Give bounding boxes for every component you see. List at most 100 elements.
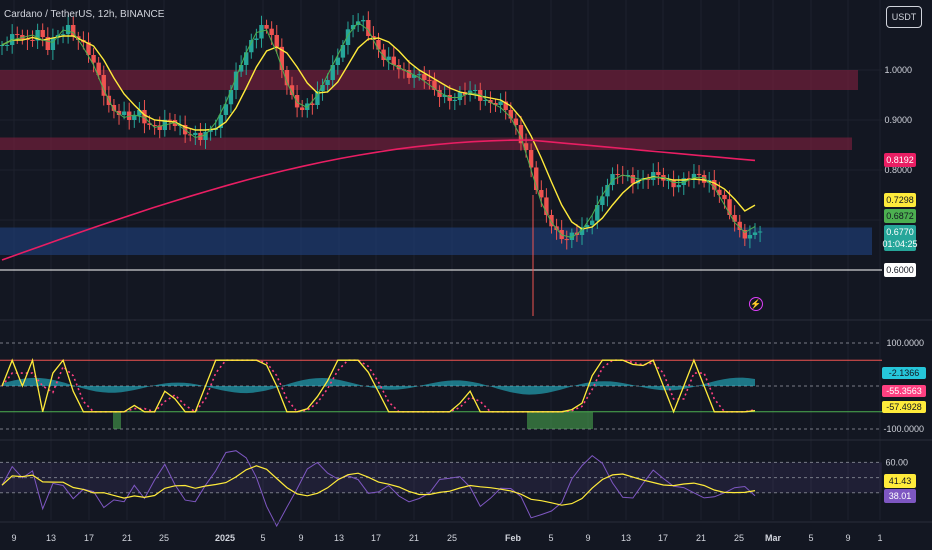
candle-body	[406, 70, 412, 78]
x-tick-label: Feb	[505, 533, 522, 543]
candle-body	[238, 65, 244, 72]
candle-body	[717, 189, 722, 195]
y-tick-label: 0.8000	[884, 165, 912, 175]
countdown-text: 01:04:25	[882, 239, 917, 249]
candle	[294, 85, 300, 118]
candle-body	[437, 90, 442, 97]
candle	[498, 93, 503, 113]
x-tick-label: 5	[260, 533, 265, 543]
x-tick-label: 9	[845, 533, 850, 543]
candle-body	[142, 110, 147, 124]
zone-resistance-lower	[0, 137, 852, 150]
currency-button[interactable]: USDT	[886, 6, 922, 28]
candle-body	[121, 111, 127, 115]
candle	[284, 65, 290, 95]
x-tick-label: 25	[159, 533, 169, 543]
rsi-value-tag-text: 38.01	[889, 491, 912, 501]
candle-body	[696, 173, 702, 175]
candle	[452, 93, 458, 111]
candle-body	[742, 230, 748, 239]
sma-long-line	[1, 139, 756, 261]
sma-long-price-tag: 0.8192	[884, 153, 916, 167]
x-tick-label: 13	[46, 533, 56, 543]
candle-body	[427, 80, 432, 81]
candle	[691, 164, 697, 189]
candle	[518, 115, 524, 151]
osc-main-tag-text: -57.4928	[886, 402, 922, 412]
x-tick-label: 9	[585, 533, 590, 543]
osc-signal-tag-bg	[882, 385, 926, 397]
candle-body	[167, 119, 173, 121]
candle	[584, 217, 590, 233]
candle-body	[488, 100, 493, 103]
candle	[50, 28, 56, 60]
candle-body	[630, 175, 636, 184]
candle-body	[656, 172, 661, 175]
candle	[391, 47, 396, 71]
candle-body	[60, 34, 66, 36]
oscillator-main-line	[1, 357, 756, 414]
candle	[137, 101, 142, 123]
candle-body	[584, 225, 590, 228]
candle	[732, 205, 737, 232]
x-tick-label: Mar	[765, 533, 782, 543]
candle-body	[223, 104, 229, 115]
candle-body	[432, 80, 437, 90]
rsi-ma-tag-bg	[884, 474, 916, 488]
candle	[15, 26, 20, 45]
candle-body	[457, 92, 463, 100]
candle-body	[671, 180, 676, 188]
candle-body	[508, 110, 513, 119]
candle-body	[315, 91, 320, 105]
candle	[330, 55, 335, 88]
candle-body	[376, 40, 381, 50]
candle-body	[152, 125, 157, 126]
candle	[101, 65, 106, 106]
candle-body	[472, 90, 478, 91]
candle-body	[513, 118, 519, 125]
candle	[757, 225, 763, 243]
candle	[310, 94, 315, 115]
candle	[335, 48, 340, 75]
candle	[366, 11, 371, 41]
candle	[701, 170, 707, 188]
candle-body	[422, 74, 427, 80]
oversold-block	[113, 411, 121, 429]
candle-body	[503, 101, 508, 110]
candle	[437, 85, 442, 107]
candle-body	[605, 185, 610, 197]
candle	[376, 32, 381, 58]
candle-body	[579, 227, 585, 235]
candle-body	[233, 71, 239, 90]
candle	[696, 165, 702, 185]
candle	[264, 19, 269, 34]
candle-body	[305, 103, 310, 110]
candle	[381, 43, 386, 67]
candle	[427, 70, 432, 90]
osc-histogram-tag: -2.1366	[882, 367, 926, 379]
rsi-value-tag-bg	[884, 489, 916, 503]
candle-body	[274, 35, 279, 47]
candle	[742, 223, 748, 247]
candle-body	[91, 55, 96, 63]
candle	[71, 16, 76, 41]
candle	[177, 115, 183, 136]
candle	[223, 96, 229, 122]
candle-body	[25, 39, 30, 41]
candle	[218, 105, 223, 138]
osc-tick-label: 100.0000	[886, 338, 924, 348]
candle-body	[0, 45, 5, 46]
candle-body	[218, 115, 223, 128]
lightning-alert-icon[interactable]: ⚡	[749, 297, 763, 311]
last-price-bg	[884, 225, 916, 251]
rsi-value-tag: 38.01	[884, 489, 916, 503]
oversold-block	[527, 411, 593, 429]
candle-body	[249, 40, 254, 53]
sma-fast-line	[1, 21, 756, 239]
candle-body	[244, 52, 249, 65]
osc-main-tag-bg	[882, 401, 926, 413]
candle-body	[228, 90, 234, 105]
candle	[350, 15, 356, 38]
